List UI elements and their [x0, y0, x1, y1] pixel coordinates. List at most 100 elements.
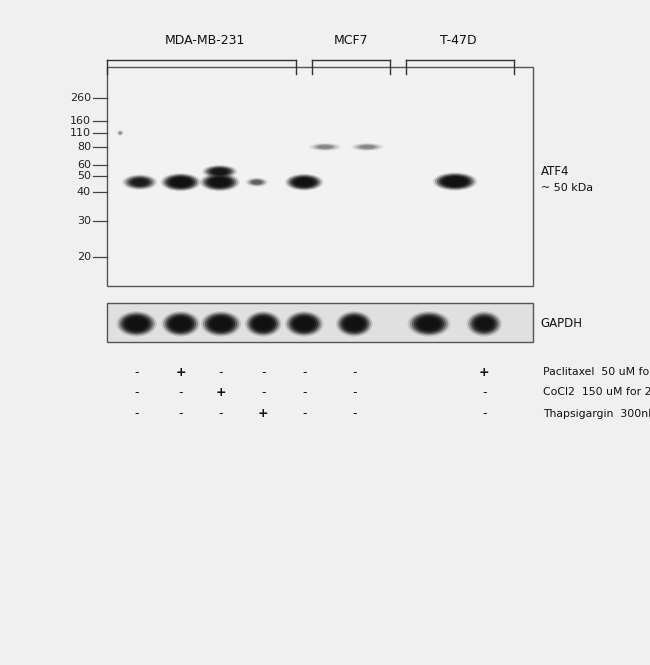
Ellipse shape [118, 131, 122, 135]
Ellipse shape [296, 179, 313, 186]
Ellipse shape [252, 316, 274, 332]
Ellipse shape [118, 131, 123, 135]
Ellipse shape [213, 319, 229, 329]
Ellipse shape [315, 144, 335, 150]
Ellipse shape [292, 177, 316, 188]
Ellipse shape [247, 178, 266, 186]
Ellipse shape [163, 313, 198, 335]
Text: ~ 50 kDa: ~ 50 kDa [541, 183, 593, 194]
Ellipse shape [170, 178, 191, 187]
Ellipse shape [172, 178, 189, 186]
Ellipse shape [344, 317, 364, 331]
Ellipse shape [439, 175, 471, 188]
Ellipse shape [169, 316, 192, 332]
Ellipse shape [246, 178, 268, 187]
Ellipse shape [291, 176, 318, 188]
Text: -: - [179, 386, 183, 399]
Text: -: - [135, 366, 138, 379]
Ellipse shape [294, 178, 314, 187]
Ellipse shape [411, 314, 447, 334]
Text: -: - [302, 366, 306, 379]
Ellipse shape [172, 319, 189, 329]
Ellipse shape [360, 145, 374, 149]
Ellipse shape [165, 314, 196, 334]
Ellipse shape [116, 311, 157, 336]
Ellipse shape [164, 175, 197, 190]
Text: +: + [479, 366, 489, 379]
Ellipse shape [316, 145, 334, 149]
Text: -: - [352, 366, 356, 379]
Text: -: - [179, 407, 183, 420]
Ellipse shape [476, 319, 492, 329]
Ellipse shape [211, 168, 229, 175]
Ellipse shape [124, 175, 156, 190]
Ellipse shape [468, 313, 500, 335]
Text: -: - [135, 386, 138, 399]
Text: 30: 30 [77, 215, 91, 226]
Text: 60: 60 [77, 160, 91, 170]
Text: 50: 50 [77, 171, 91, 182]
Ellipse shape [291, 315, 318, 333]
Ellipse shape [445, 178, 465, 186]
Ellipse shape [358, 145, 376, 149]
Ellipse shape [470, 314, 499, 334]
Ellipse shape [209, 168, 231, 176]
Ellipse shape [354, 144, 381, 150]
Ellipse shape [287, 313, 322, 335]
Ellipse shape [313, 144, 337, 150]
Text: -: - [352, 407, 356, 420]
Ellipse shape [171, 317, 190, 331]
Text: 40: 40 [77, 186, 91, 197]
Ellipse shape [339, 314, 369, 334]
Ellipse shape [250, 179, 264, 186]
Text: -: - [261, 366, 265, 379]
Ellipse shape [248, 179, 265, 186]
Ellipse shape [161, 311, 200, 336]
Ellipse shape [209, 178, 230, 187]
Text: CoCl2  150 uM for 24 hr: CoCl2 150 uM for 24 hr [543, 387, 650, 398]
Ellipse shape [252, 180, 262, 184]
Ellipse shape [250, 315, 276, 333]
Bar [107, 66, 533, 286]
Ellipse shape [292, 316, 316, 332]
Ellipse shape [410, 313, 448, 335]
Ellipse shape [435, 174, 475, 190]
Ellipse shape [205, 176, 234, 189]
Ellipse shape [285, 174, 324, 191]
Ellipse shape [119, 132, 122, 134]
Ellipse shape [254, 317, 273, 331]
Ellipse shape [122, 174, 157, 190]
Text: Thapsigargin  300nM for 6hr: Thapsigargin 300nM for 6hr [543, 408, 650, 419]
Text: +: + [216, 386, 226, 399]
Text: MCF7: MCF7 [333, 33, 369, 47]
Ellipse shape [414, 315, 444, 333]
Ellipse shape [346, 319, 362, 329]
Text: 20: 20 [77, 251, 91, 262]
Ellipse shape [355, 144, 380, 150]
Ellipse shape [203, 175, 236, 190]
Ellipse shape [131, 178, 149, 186]
Ellipse shape [212, 169, 227, 174]
Ellipse shape [287, 174, 322, 190]
Ellipse shape [168, 177, 193, 188]
Ellipse shape [200, 173, 240, 192]
Text: -: - [482, 407, 486, 420]
Text: GAPDH: GAPDH [541, 317, 583, 331]
Ellipse shape [161, 173, 201, 192]
Text: -: - [219, 366, 223, 379]
Ellipse shape [202, 165, 237, 178]
Ellipse shape [209, 316, 233, 332]
Ellipse shape [420, 319, 438, 329]
Ellipse shape [205, 314, 237, 334]
Text: 80: 80 [77, 142, 91, 152]
Ellipse shape [211, 317, 231, 331]
Text: -: - [482, 386, 486, 399]
Ellipse shape [118, 313, 155, 335]
Text: 260: 260 [70, 93, 91, 104]
Ellipse shape [336, 311, 372, 336]
Ellipse shape [251, 180, 263, 185]
Ellipse shape [289, 176, 320, 189]
Text: 110: 110 [70, 128, 91, 138]
Ellipse shape [443, 177, 467, 186]
Ellipse shape [294, 317, 314, 331]
